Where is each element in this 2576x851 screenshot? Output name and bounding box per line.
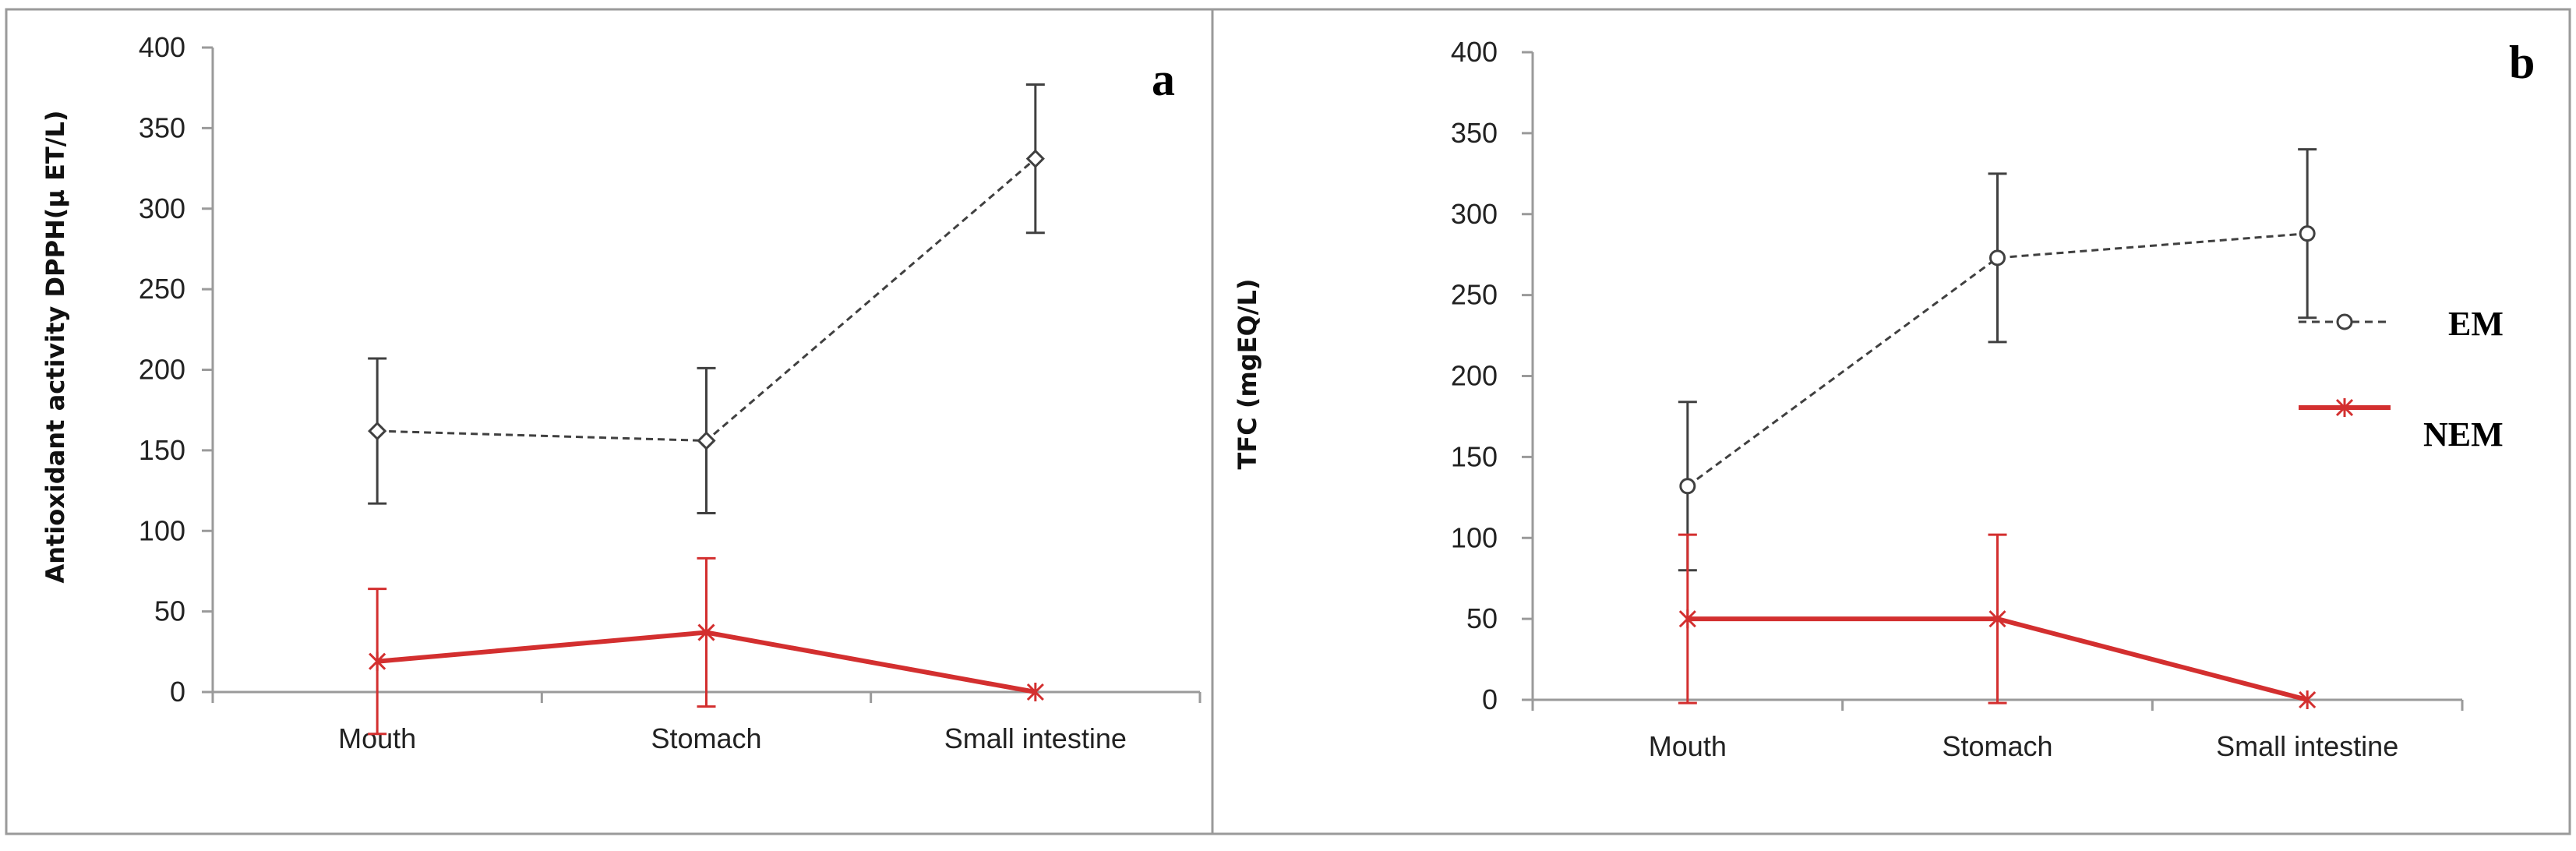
panel-b-nem-point — [2299, 690, 2317, 709]
legend-nem-marker — [2335, 398, 2354, 417]
panel-b-frame — [1211, 8, 2571, 835]
panel-b-x-tick-label: Small intestine — [2216, 730, 2398, 762]
panel-a-x-tick-label: Stomach — [651, 722, 761, 754]
panel-a-nem-point — [369, 651, 386, 671]
panel-b-x-tick-label: Mouth — [1649, 730, 1727, 762]
panel-a-series-em — [368, 83, 1045, 515]
panel-a-frame — [5, 8, 1214, 835]
panel-b-plot: 0 50 100 150 200 250 300 350 400 Mouth Stomach Smal… — [1451, 36, 2464, 762]
panel-b-nem-point — [1678, 609, 1696, 629]
panel-a-label: a — [1152, 54, 1175, 105]
panel-a-y-tick-label: 50 — [154, 595, 185, 627]
legend-em-marker — [2336, 313, 2353, 330]
panel-b-label: b — [2509, 37, 2535, 88]
panel-b-y-tick-label: 100 — [1451, 521, 1498, 553]
panel-b-y-tick-label: 250 — [1451, 279, 1498, 311]
panel-b-y-tick-label: 150 — [1451, 440, 1498, 472]
panel-a-y-tick-label: 0 — [170, 676, 185, 708]
legend: EM NEM — [2299, 305, 2504, 454]
panel-a-y-tick-label: 150 — [139, 434, 185, 466]
panel-a-series-nem — [368, 556, 1044, 736]
panel-a-y-tick-label: 300 — [139, 192, 185, 224]
panel-b-series-nem — [1678, 533, 2317, 709]
panel-b-y-tick-label: 50 — [1466, 602, 1498, 634]
panel-a-y-tick-label: 100 — [139, 514, 185, 546]
panel-b-em-point — [2299, 225, 2316, 242]
panel-b-nem-point — [1988, 609, 2006, 629]
panel-b-y-tick-label: 350 — [1451, 117, 1498, 149]
panel-a-em-point — [697, 431, 716, 450]
panel-b-y-tick-label: 300 — [1451, 198, 1498, 230]
panel-a-nem-point — [697, 623, 715, 642]
legend-em-label: EM — [2448, 305, 2504, 343]
panel-a-y-tick-label: 400 — [139, 31, 185, 63]
panel-a-em-point — [1025, 149, 1045, 168]
legend-nem-label: NEM — [2423, 415, 2504, 454]
panel-a-y-tick-label: 200 — [139, 354, 185, 386]
panel-a-em-point — [368, 421, 387, 441]
panel-a-nem-point — [1026, 683, 1044, 701]
panel-b-em-point — [1989, 249, 2006, 267]
panel-a-y-tick-label: 350 — [139, 111, 185, 143]
panel-a-y-tick-label: 250 — [139, 273, 185, 305]
panel-a-x-tick-label: Small intestine — [944, 722, 1127, 754]
panel-b-y-tick-label: 200 — [1451, 360, 1498, 392]
panel-b-y-axis-title: TFC (mgEQ/L) — [1233, 279, 1262, 470]
panel-a-y-axis-title: Antioxidant activity DPPH(µ ET/L) — [41, 110, 70, 583]
panel-b-series-em — [1678, 148, 2317, 572]
panel-b-y-tick-label: 0 — [1482, 683, 1498, 715]
panel-b-em-point — [1679, 478, 1696, 495]
panel-b-x-tick-label: Stomach — [1942, 730, 2052, 762]
panel-b-y-tick-label: 400 — [1451, 36, 1498, 68]
